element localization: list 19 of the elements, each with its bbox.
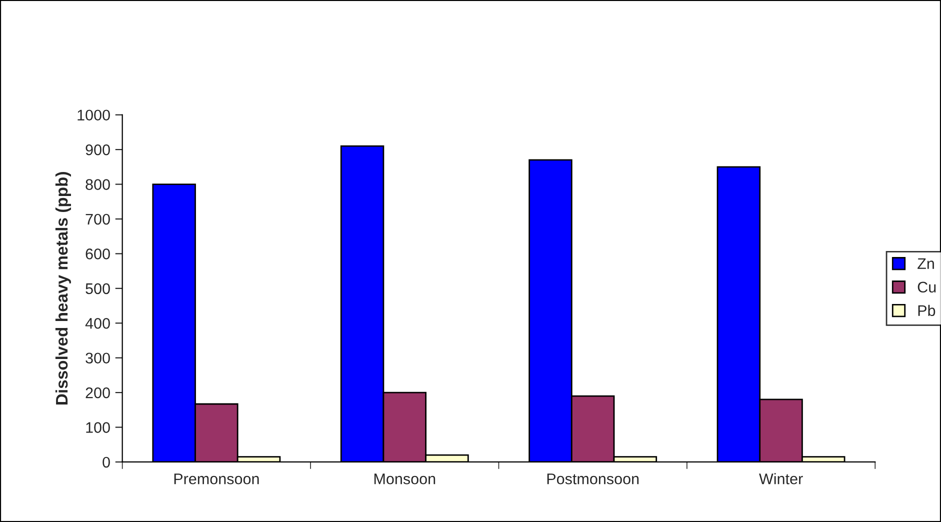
x-tick-label: Winter: [759, 473, 803, 484]
y-tick-label: 0: [102, 456, 110, 468]
legend-label: Pb: [918, 304, 936, 316]
y-tick-label: 1000: [78, 110, 110, 121]
legend-label: Zn: [918, 258, 934, 269]
y-tick-label: 800: [86, 179, 110, 190]
x-tick-label: Postmonsoon: [547, 474, 639, 484]
y-tick-label: 400: [85, 318, 110, 329]
y-axis-title: Dissolved heavy metals (ppb): [55, 172, 71, 404]
legend-label: Cu: [918, 282, 936, 293]
y-tick-label: 600: [86, 248, 110, 260]
y-tick-label: 200: [86, 387, 110, 398]
y-tick-label: 900: [86, 144, 110, 156]
y-tick-label: 500: [86, 283, 110, 294]
x-tick-label: Monsoon: [374, 474, 436, 484]
y-tick-label: 100: [86, 422, 110, 433]
y-tick-label: 300: [86, 352, 110, 364]
y-tick-label: 700: [86, 214, 110, 225]
x-tick-label: Premonsoon: [174, 474, 259, 484]
